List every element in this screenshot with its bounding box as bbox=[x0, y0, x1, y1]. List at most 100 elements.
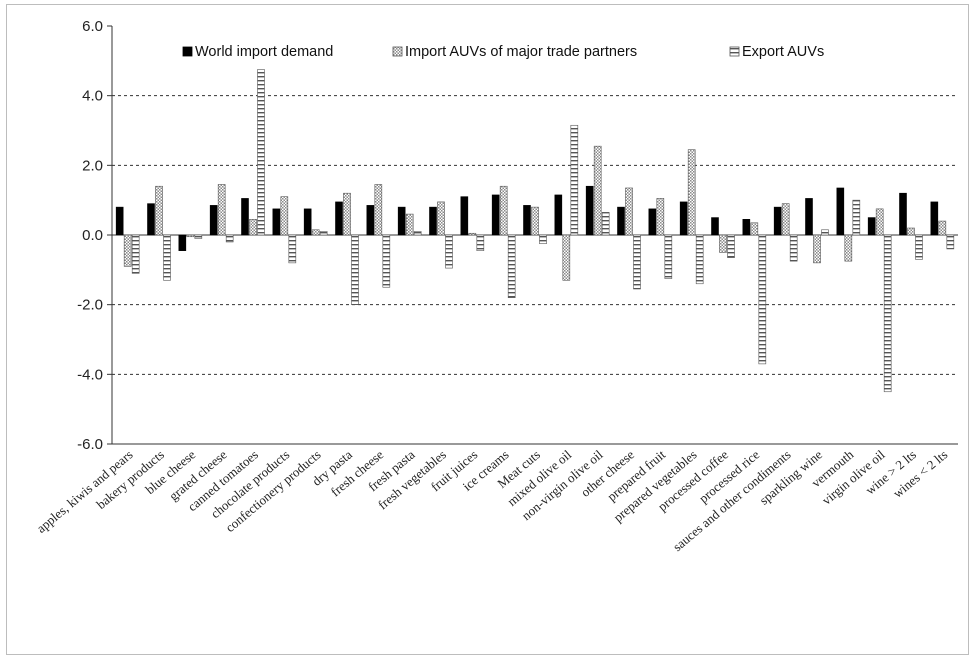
bar bbox=[476, 234, 485, 251]
bar bbox=[437, 201, 445, 236]
bar bbox=[789, 234, 798, 262]
bar bbox=[648, 208, 657, 236]
bar bbox=[821, 229, 829, 236]
bar bbox=[163, 234, 171, 281]
gridlines bbox=[112, 95, 958, 375]
bar bbox=[633, 234, 641, 290]
bar bbox=[836, 187, 845, 236]
y-tick-label: 4.0 bbox=[82, 88, 103, 105]
bar bbox=[539, 234, 547, 245]
bar bbox=[727, 234, 735, 258]
bar bbox=[217, 184, 226, 236]
bar bbox=[382, 234, 391, 288]
bars bbox=[115, 69, 955, 393]
bar bbox=[343, 192, 351, 236]
bar bbox=[397, 206, 406, 236]
bar bbox=[656, 198, 665, 236]
bar bbox=[311, 229, 320, 236]
y-tick-label: 6.0 bbox=[82, 18, 103, 35]
y-tick-label: -2.0 bbox=[77, 297, 103, 314]
bar bbox=[186, 234, 195, 238]
bar bbox=[805, 198, 813, 236]
bar bbox=[413, 231, 422, 236]
bar bbox=[123, 234, 132, 267]
bar bbox=[695, 234, 704, 285]
bar bbox=[867, 217, 876, 236]
bar bbox=[781, 203, 790, 236]
bar bbox=[115, 206, 124, 236]
bar bbox=[131, 234, 140, 274]
bar bbox=[374, 184, 383, 236]
bar bbox=[758, 234, 767, 365]
bar bbox=[194, 234, 203, 239]
bar bbox=[429, 206, 437, 236]
legend-label: World import demand bbox=[195, 44, 333, 60]
bar bbox=[938, 220, 947, 236]
bar bbox=[601, 212, 610, 236]
bar bbox=[405, 213, 414, 236]
bar bbox=[899, 192, 907, 236]
bar bbox=[750, 222, 759, 236]
bar bbox=[241, 198, 249, 236]
legend: World import demand Import AUVs of major … bbox=[182, 44, 824, 60]
bar bbox=[335, 201, 343, 236]
bar bbox=[813, 234, 821, 264]
bar bbox=[679, 201, 688, 236]
bar bbox=[907, 227, 915, 236]
legend-swatch bbox=[729, 46, 740, 57]
bar bbox=[257, 69, 265, 236]
bar bbox=[531, 206, 539, 236]
bar bbox=[147, 203, 155, 236]
bar bbox=[445, 234, 453, 269]
legend-label: Export AUVs bbox=[742, 44, 824, 60]
bar bbox=[554, 194, 563, 236]
bar bbox=[687, 149, 696, 236]
bar bbox=[507, 234, 516, 299]
y-tick-label: 0.0 bbox=[82, 227, 103, 244]
bar bbox=[491, 194, 500, 236]
bar bbox=[562, 234, 571, 281]
legend-swatch bbox=[182, 46, 193, 57]
bar bbox=[930, 201, 939, 236]
bar bbox=[280, 196, 289, 236]
legend-swatch bbox=[392, 46, 403, 57]
bar bbox=[711, 217, 719, 236]
bar bbox=[719, 234, 727, 253]
bar bbox=[946, 234, 955, 250]
bar bbox=[844, 234, 853, 262]
bar bbox=[272, 208, 281, 236]
bar bbox=[915, 234, 923, 260]
chart-frame bbox=[6, 4, 969, 655]
bar bbox=[319, 231, 328, 236]
bar bbox=[178, 234, 187, 251]
bar bbox=[499, 185, 508, 236]
bar bbox=[852, 199, 861, 236]
bar bbox=[742, 219, 751, 236]
bar bbox=[303, 208, 312, 236]
bar bbox=[523, 205, 531, 236]
bar bbox=[468, 232, 477, 236]
bar bbox=[625, 187, 633, 236]
bar bbox=[249, 219, 257, 236]
bar bbox=[570, 124, 579, 236]
legend-label: Import AUVs of major trade partners bbox=[405, 44, 637, 60]
bar bbox=[875, 208, 884, 236]
bar bbox=[460, 196, 469, 236]
bar bbox=[593, 145, 602, 236]
y-tick-label: 2.0 bbox=[82, 157, 103, 174]
bar bbox=[883, 234, 892, 393]
bar bbox=[288, 234, 297, 264]
bar bbox=[664, 234, 673, 279]
bar bbox=[585, 185, 594, 236]
bar bbox=[155, 185, 163, 236]
y-tick-label: -6.0 bbox=[77, 436, 103, 453]
y-tick-label: -4.0 bbox=[77, 366, 103, 383]
bar bbox=[209, 205, 218, 236]
bar bbox=[773, 206, 782, 236]
bar bbox=[617, 206, 625, 236]
bar bbox=[351, 234, 359, 305]
bar bbox=[225, 234, 234, 243]
bar bbox=[366, 205, 375, 236]
